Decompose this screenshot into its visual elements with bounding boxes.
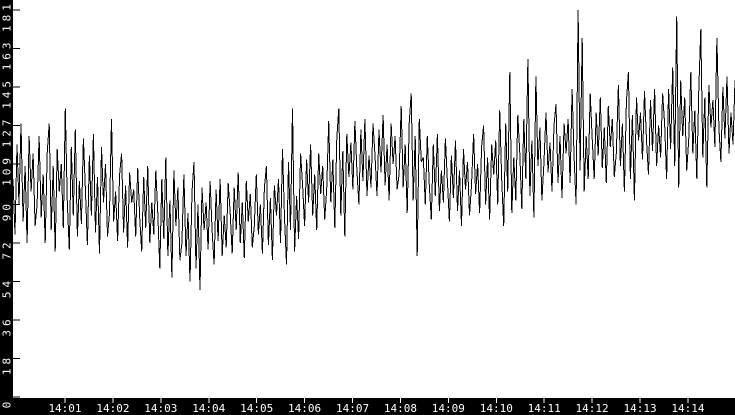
y-tick-label: 145 xyxy=(1,77,14,109)
data-series-line xyxy=(12,9,735,291)
x-tick-label: 14:06 xyxy=(288,402,321,415)
x-tick-label: 14:02 xyxy=(96,402,129,415)
y-tick-label: 90 xyxy=(1,200,14,221)
x-tick-label: 14:13 xyxy=(623,402,656,415)
y-tick-label: 181 xyxy=(1,0,14,32)
x-tick-label: 14:11 xyxy=(528,402,561,415)
x-tick-label: 14:14 xyxy=(671,402,704,415)
x-axis-ticks: 14:01 14:02 14:03 14:04 14:05 14:06 14:07 14:08… xyxy=(48,398,705,415)
x-tick-label: 14:03 xyxy=(144,402,177,415)
y-tick-label: 127 xyxy=(1,116,14,148)
x-tick-label: 14:08 xyxy=(384,402,417,415)
y-tick-label: 54 xyxy=(1,277,14,298)
x-tick-label: 14:10 xyxy=(480,402,513,415)
x-tick-label: 14:04 xyxy=(192,402,225,415)
x-tick-label: 14:07 xyxy=(336,402,369,415)
x-axis-bar xyxy=(0,398,735,415)
y-axis-ticks: 0 18 36 54 72 90 109 127 145 163 181 xyxy=(1,0,20,409)
x-tick-label: 14:09 xyxy=(432,402,465,415)
y-tick-label: 109 xyxy=(1,154,14,186)
x-tick-label: 14:01 xyxy=(48,402,81,415)
y-axis-bar xyxy=(0,0,13,415)
y-tick-label: 18 xyxy=(1,354,14,375)
y-tick-label: 36 xyxy=(1,315,14,336)
x-tick-label: 14:12 xyxy=(576,402,609,415)
y-tick-label: 72 xyxy=(1,238,14,259)
x-tick-label: 14:05 xyxy=(240,402,273,415)
y-tick-label: 0 xyxy=(1,398,14,409)
y-tick-label: 163 xyxy=(1,39,14,71)
